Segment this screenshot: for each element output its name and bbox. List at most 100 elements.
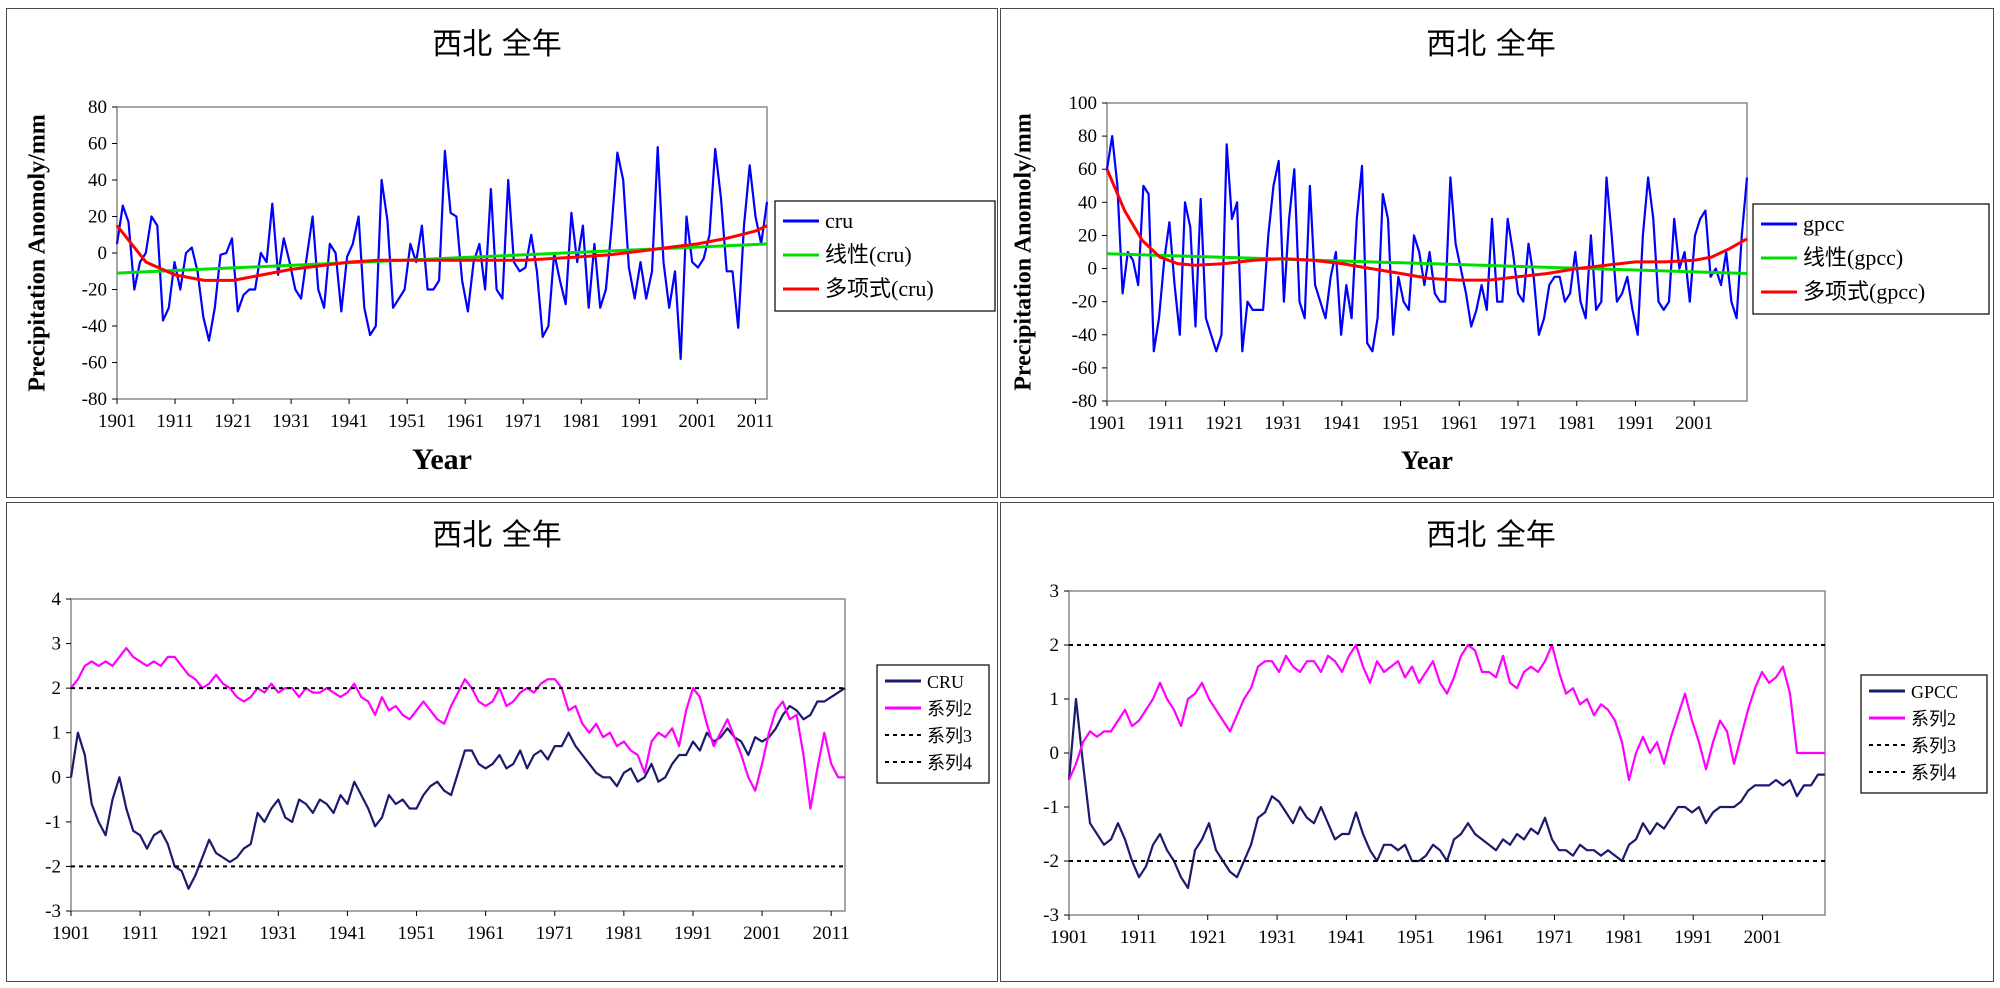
x-tick-label: 1941 — [328, 923, 366, 944]
y-axis-label: Precipitation Anomoly/mm — [1011, 113, 1037, 391]
y-tick-label: -20 — [82, 280, 107, 301]
y-tick-label: 60 — [1078, 159, 1097, 180]
x-tick-label: 1991 — [1674, 927, 1712, 948]
x-tick-label: 1991 — [674, 923, 712, 944]
x-tick-label: 1911 — [1147, 413, 1184, 434]
y-axis-label: Precipitation Anomoly/mm — [25, 114, 51, 392]
chart-cru-index: 西北 全年 -3 -2 -1 0 1 2 3 4 1901 1911 1921 1931 1941 1951… — [45, 518, 990, 944]
x-tick-label: 1931 — [272, 411, 310, 432]
x-tick-label: 1901 — [1088, 413, 1126, 434]
y-tick-label: -2 — [1043, 851, 1059, 872]
y-tick-label: 0 — [98, 243, 108, 264]
x-tick-label: 1981 — [562, 411, 600, 432]
x-tick-label: 1931 — [1264, 413, 1302, 434]
legend-box — [876, 664, 990, 784]
x-tick-label: 1931 — [259, 923, 297, 944]
x-tick-label: 1971 — [536, 923, 574, 944]
y-tick-label: 0 — [52, 767, 62, 788]
y-tick-label: 3 — [1050, 581, 1060, 602]
x-tick-label: 2011 — [737, 411, 774, 432]
x-tick-label: 1901 — [98, 411, 136, 432]
x-tick-label: 1931 — [1258, 927, 1296, 948]
legend-label: cru — [825, 208, 853, 233]
y-tick-label: -3 — [1043, 905, 1059, 926]
x-tick-label: 2011 — [813, 923, 850, 944]
y-tick-label: 2 — [1050, 635, 1060, 656]
x-tick-label: 1911 — [1120, 927, 1157, 948]
legend-label: 系列2 — [1911, 709, 1956, 729]
y-tick-label: -1 — [1043, 797, 1059, 818]
y-tick-label: 20 — [1078, 225, 1097, 246]
legend-label: 系列2 — [927, 699, 972, 719]
chart-panel-gpcc-anomaly: 西北 全年 -80 -60 -40 -20 0 20 40 60 80 100 1901 1911 192… — [1000, 8, 1994, 498]
legend-label: 多项式(gpcc) — [1803, 279, 1925, 304]
chart-panel-gpcc-index: 西北 全年 -3 -2 -1 0 1 2 3 1901 1911 1921 1931 1941 1951 1… — [1000, 502, 1994, 982]
x-tick-label: 1901 — [1050, 927, 1088, 948]
y-tick-label: -60 — [82, 353, 107, 374]
legend-box — [1860, 674, 1988, 794]
chart-title: 西北 全年 — [432, 518, 562, 553]
chart-gpcc-index: 西北 全年 -3 -2 -1 0 1 2 3 1901 1911 1921 1931 1941 1951 1… — [1043, 518, 1988, 948]
y-tick-label: -80 — [1072, 391, 1097, 412]
x-tick-label: 1911 — [156, 411, 193, 432]
x-tick-label: 1981 — [1605, 927, 1643, 948]
chart-panel-cru-anomaly: 西北 全年 -80 -60 -40 -20 0 20 40 60 80 1901 1911 1921 19… — [6, 8, 998, 498]
y-tick-label: 60 — [88, 134, 107, 155]
y-tick-label: -2 — [45, 856, 61, 877]
series--gpcc--line — [1105, 168, 1748, 282]
y-tick-label: 0 — [1088, 259, 1098, 280]
x-tick-label: 1951 — [1397, 927, 1435, 948]
chart-title: 西北 全年 — [1426, 27, 1556, 62]
x-tick-label: 1941 — [1327, 927, 1365, 948]
x-tick-label: 2001 — [1744, 927, 1782, 948]
x-tick-label: 1961 — [1440, 413, 1478, 434]
x-tick-label: 1941 — [330, 411, 368, 432]
x-tick-label: 1971 — [1499, 413, 1537, 434]
series-cru-line — [69, 687, 846, 890]
x-tick-label: 1921 — [214, 411, 252, 432]
legend-label: 系列3 — [927, 726, 972, 746]
series--2-line — [70, 646, 845, 810]
legend-label: 线性(gpcc) — [1803, 245, 1903, 270]
y-tick-label: 40 — [88, 170, 107, 191]
x-tick-label: 1981 — [605, 923, 643, 944]
plot-area — [1068, 590, 1826, 916]
y-tick-label: 80 — [88, 97, 107, 118]
y-tick-label: 40 — [1078, 192, 1097, 213]
legend-label: 系列4 — [927, 753, 972, 773]
x-tick-label: 1921 — [190, 923, 228, 944]
legend-label: GPCC — [1911, 682, 1958, 702]
x-tick-label: 1981 — [1558, 413, 1596, 434]
y-tick-label: 80 — [1078, 126, 1097, 147]
plot-area — [116, 106, 768, 400]
chart-title: 西北 全年 — [432, 27, 562, 62]
y-tick-label: 20 — [88, 207, 107, 228]
series-gpcc-line — [1105, 134, 1749, 353]
y-tick-label: 2 — [52, 678, 62, 699]
x-tick-label: 1921 — [1189, 927, 1227, 948]
series-cru-line — [115, 146, 769, 360]
legend-label: 系列3 — [1911, 736, 1956, 756]
series--gpcc--line — [1106, 252, 1748, 275]
x-tick-label: 1991 — [1616, 413, 1654, 434]
x-tick-label: 1961 — [446, 411, 484, 432]
legend-label: 系列4 — [1911, 763, 1956, 783]
chart-cru-anomaly: 西北 全年 -80 -60 -40 -20 0 20 40 60 80 1901 1911 1921 19… — [25, 27, 996, 476]
x-tick-label: 2001 — [1675, 413, 1713, 434]
y-tick-label: -1 — [45, 812, 61, 833]
x-tick-label: 2001 — [743, 923, 781, 944]
x-tick-label: 1921 — [1205, 413, 1243, 434]
y-tick-label: -40 — [1072, 325, 1097, 346]
y-tick-label: 3 — [52, 634, 62, 655]
y-tick-label: 100 — [1069, 93, 1098, 114]
series-gpcc-line — [1067, 697, 1825, 890]
y-tick-label: 0 — [1050, 743, 1060, 764]
chart-title: 西北 全年 — [1426, 518, 1556, 553]
x-tick-label: 1951 — [1382, 413, 1420, 434]
x-tick-label: 1951 — [388, 411, 426, 432]
x-tick-label: 1971 — [1536, 927, 1574, 948]
y-tick-label: -40 — [82, 316, 107, 337]
y-tick-label: -80 — [82, 389, 107, 410]
legend-label: CRU — [927, 672, 964, 692]
x-tick-label: 1961 — [1466, 927, 1504, 948]
